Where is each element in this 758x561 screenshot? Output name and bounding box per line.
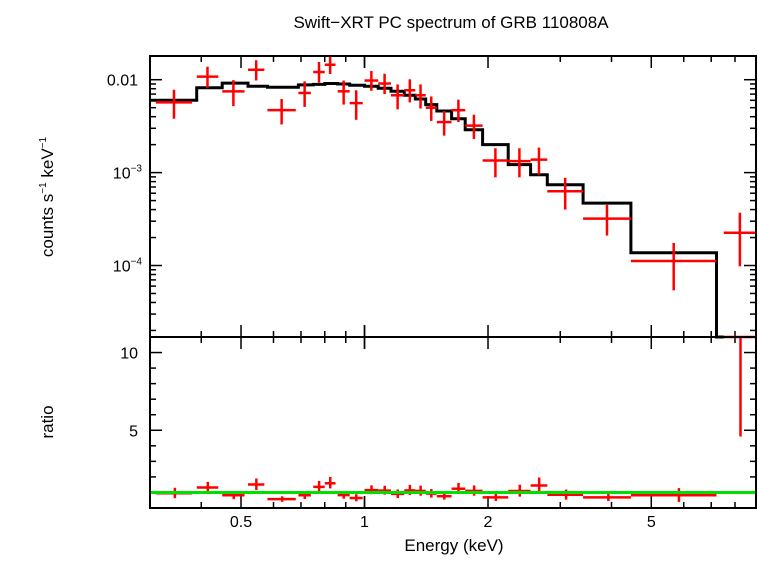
data-point	[155, 89, 193, 119]
ratio-point	[267, 496, 296, 502]
ratio-point	[349, 494, 363, 502]
y-tick-label: 10	[120, 346, 138, 363]
ratio-point	[583, 493, 631, 502]
spectrum-panel: 0.01 10−3 10−4	[107, 55, 757, 339]
top-plot-frame	[149, 55, 757, 338]
ratio-panel: 5 10 0.5 1 2 5	[120, 335, 757, 531]
data-point	[248, 60, 265, 81]
x-tick-label: 5	[647, 514, 656, 531]
y-tick-label: 0.01	[107, 73, 138, 90]
data-point	[364, 71, 379, 91]
data-point	[324, 56, 336, 75]
ratio-point	[248, 478, 265, 491]
model-step-line	[150, 81, 724, 339]
data-point	[583, 204, 631, 236]
data-point	[196, 66, 219, 88]
data-point	[415, 84, 426, 109]
bottom-plot-frame	[149, 336, 757, 509]
x-tick-label: 2	[484, 514, 493, 531]
data-point	[723, 212, 756, 267]
data-point	[378, 73, 391, 95]
ratio-point	[530, 477, 548, 493]
data-point	[465, 114, 483, 140]
top-y-axis-label: counts s−1 keV−1	[38, 136, 57, 257]
x-tick-label: 1	[360, 514, 369, 531]
ratio-point	[482, 493, 509, 502]
data-point	[436, 111, 452, 136]
data-point	[508, 148, 531, 178]
bottom-y-axis-label: ratio	[38, 405, 57, 438]
ratio-point	[313, 480, 325, 492]
data-point	[425, 96, 437, 121]
data-point	[298, 81, 311, 107]
chart-title: Swift−XRT PC spectrum of GRB 110808A	[293, 13, 609, 32]
ratio-point	[324, 476, 336, 489]
svg-text:counts s−1 keV−1: counts s−1 keV−1	[38, 136, 57, 257]
ratio-point	[630, 488, 717, 502]
data-point	[482, 148, 509, 178]
data-point	[349, 90, 363, 120]
data-point	[267, 99, 296, 125]
y-tick-label: 10−4	[113, 257, 143, 276]
ratio-point	[508, 484, 531, 497]
data-point	[530, 147, 548, 175]
y-tick-label: 10−3	[113, 164, 143, 183]
data-point	[547, 177, 584, 210]
ratio-point	[196, 481, 219, 493]
data-point	[630, 242, 717, 291]
x-axis-label: Energy (keV)	[404, 536, 503, 555]
data-point	[313, 62, 325, 83]
data-point	[337, 80, 350, 105]
x-tick-label: 0.5	[230, 514, 252, 531]
data-point	[404, 79, 416, 103]
data-point	[451, 99, 466, 123]
y-tick-label: 5	[129, 423, 138, 440]
data-point	[222, 80, 245, 107]
data-point	[390, 84, 405, 110]
ratio-point	[465, 485, 483, 496]
ratio-point	[415, 485, 426, 496]
